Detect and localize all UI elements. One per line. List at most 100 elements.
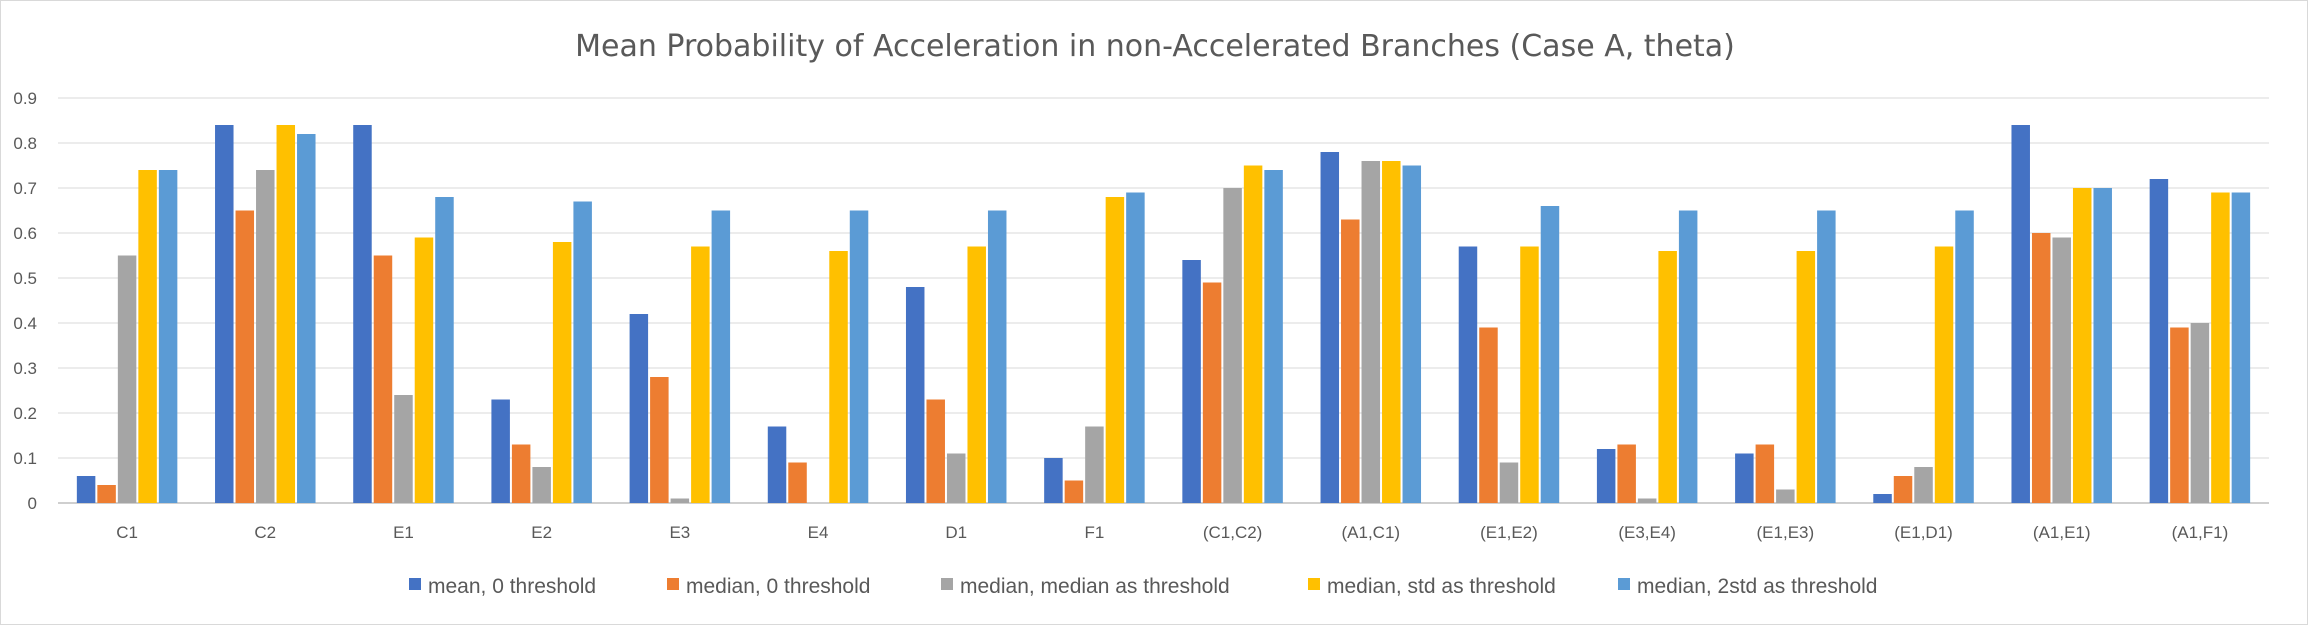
bar	[711, 210, 731, 503]
bar	[2093, 188, 2112, 503]
bar	[552, 242, 572, 503]
bar	[1596, 449, 1616, 503]
bar	[573, 201, 592, 503]
bar	[2231, 192, 2251, 503]
legend-label: mean, 0 threshold	[428, 575, 596, 598]
bar	[256, 170, 275, 503]
bar	[1085, 426, 1104, 503]
y-tick-label: 0.8	[13, 134, 37, 153]
bar	[767, 426, 787, 503]
x-tick-label: D1	[945, 523, 967, 542]
legend-label: median, 0 threshold	[686, 575, 870, 598]
bar	[297, 134, 316, 503]
bar	[650, 377, 669, 503]
y-tick-label: 0.2	[13, 404, 37, 423]
x-tick-label: E3	[669, 523, 690, 542]
bar	[905, 287, 925, 503]
bar	[491, 399, 510, 503]
bar	[946, 453, 966, 503]
bar	[1678, 210, 1698, 503]
bar	[1182, 260, 1201, 503]
bar	[1361, 161, 1381, 503]
bar	[1044, 458, 1063, 503]
bar	[2031, 233, 2051, 503]
bar	[1893, 476, 1913, 503]
bar	[138, 170, 157, 503]
bar	[849, 210, 869, 503]
bar	[435, 197, 454, 503]
bar	[1202, 282, 1222, 503]
x-tick-label: C1	[116, 523, 138, 542]
x-tick-label: E2	[531, 523, 552, 542]
legend-swatch	[409, 578, 421, 590]
x-tick-label: (E1,E3)	[1757, 523, 1815, 542]
bar	[1735, 453, 1754, 503]
y-tick-label: 0.4	[13, 314, 37, 333]
bar	[1955, 210, 1974, 503]
y-axis-ticks: 0 0.1 0.2 0.3 0.4 0.5 0.6 0.7 0.8 0.9	[13, 89, 37, 513]
y-tick-label: 0	[28, 494, 37, 513]
bar	[967, 246, 986, 503]
legend-swatch	[941, 578, 953, 590]
bar	[629, 314, 649, 503]
bar	[1873, 494, 1892, 503]
legend-swatch	[667, 578, 679, 590]
bar	[788, 462, 807, 503]
bar	[1817, 210, 1836, 503]
bar	[2072, 188, 2092, 503]
bar	[1934, 246, 1954, 503]
legend-swatch	[1618, 578, 1630, 590]
bar	[2011, 125, 2030, 503]
bar	[1658, 251, 1677, 503]
bar	[235, 210, 255, 503]
legend: mean, 0 threshold median, 0 threshold medi…	[409, 575, 1877, 598]
x-tick-label: (A1,C1)	[1341, 523, 1400, 542]
x-tick-label: C2	[254, 523, 276, 542]
bar	[1243, 165, 1263, 503]
bar	[1382, 161, 1401, 503]
bar	[1105, 197, 1125, 503]
bar	[2149, 179, 2169, 503]
bars	[76, 125, 2251, 503]
bar	[1320, 152, 1340, 503]
bar	[215, 125, 234, 503]
y-tick-label: 0.3	[13, 359, 37, 378]
bar	[691, 246, 710, 503]
y-tick-label: 0.7	[13, 179, 37, 198]
bar	[276, 125, 296, 503]
bar	[414, 237, 434, 503]
chart-title: Mean Probability of Acceleration in non-…	[575, 29, 1735, 64]
x-tick-label: (C1,C2)	[1203, 523, 1263, 542]
bar	[353, 125, 372, 503]
bar	[829, 251, 848, 503]
bar	[1402, 165, 1422, 503]
bar	[1796, 251, 1816, 503]
bar	[1617, 444, 1636, 503]
bar	[1479, 327, 1498, 503]
legend-label: median, std as threshold	[1327, 575, 1556, 598]
legend-label: median, 2std as threshold	[1637, 575, 1877, 598]
y-tick-label: 0.1	[13, 449, 37, 468]
bar	[1499, 462, 1519, 503]
bar	[2052, 237, 2071, 503]
bar	[987, 210, 1007, 503]
bar	[1126, 192, 1145, 503]
bar	[1776, 489, 1795, 503]
y-tick-label: 0.6	[13, 224, 37, 243]
x-tick-label: (A1,E1)	[2033, 523, 2091, 542]
bar	[1264, 170, 1283, 503]
bar	[2170, 327, 2189, 503]
bar	[97, 485, 116, 503]
x-tick-label: (A1,F1)	[2172, 523, 2229, 542]
bar	[1458, 246, 1478, 503]
x-tick-label: F1	[1084, 523, 1104, 542]
x-tick-label: E4	[808, 523, 829, 542]
bar	[2190, 323, 2210, 503]
bar	[394, 395, 413, 503]
bar	[1223, 188, 1242, 503]
bar	[117, 255, 137, 503]
bar	[1540, 206, 1560, 503]
bar	[1755, 444, 1775, 503]
bar	[1341, 219, 1360, 503]
